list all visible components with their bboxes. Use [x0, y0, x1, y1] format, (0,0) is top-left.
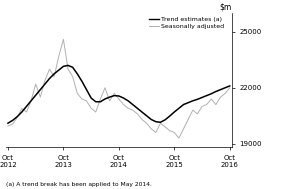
Text: $m: $m	[220, 3, 232, 12]
Text: (a) A trend break has been applied to May 2014.: (a) A trend break has been applied to Ma…	[6, 182, 151, 187]
Legend: Trend estimates (a), Seasonally adjusted: Trend estimates (a), Seasonally adjusted	[149, 16, 224, 29]
